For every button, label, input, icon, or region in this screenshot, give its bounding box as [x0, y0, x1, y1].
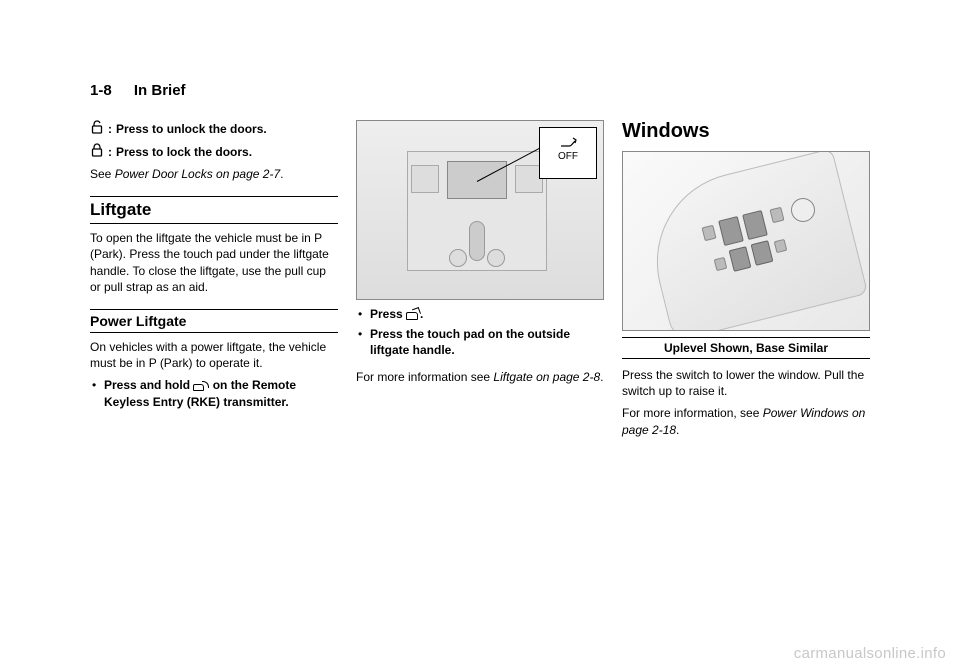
bullet-press-liftgate: Press .	[356, 306, 604, 322]
colon: :	[108, 145, 112, 159]
bullet-touchpad: Press the touch pad on the outside liftg…	[356, 326, 604, 358]
dash-cupholder-left	[449, 249, 467, 267]
dash-shifter	[469, 221, 485, 261]
colon: :	[108, 122, 112, 136]
more-pre: For more information, see	[622, 406, 763, 420]
see-liftgate: For more information see Liftgate on pag…	[356, 369, 604, 385]
column-1: : Press to unlock the doors. : Press to …	[90, 70, 338, 610]
see-link: Power Door Locks on page 2-7	[115, 167, 280, 181]
power-liftgate-para: On vehicles with a power liftgate, the v…	[90, 339, 338, 371]
see-suffix: .	[280, 167, 283, 181]
windows-para: Press the switch to lower the window. Pu…	[622, 367, 870, 399]
liftgate-remote-icon	[193, 381, 209, 391]
bullet-press-pre: Press	[370, 307, 406, 321]
column-2: OFF Press . Press the touch pad on the o…	[356, 70, 604, 610]
column-3: Windows Uplevel Shown, Base Similar Pres…	[622, 70, 870, 610]
bullet-rke: Press and hold on the Remote Keyless Ent…	[90, 377, 338, 409]
more-suf: .	[676, 423, 679, 437]
more-pre: For more information see	[356, 370, 493, 384]
lock-icon	[90, 143, 104, 160]
see-power-windows: For more information, see Power Windows …	[622, 405, 870, 437]
liftgate-open-icon	[540, 134, 596, 151]
callout-off-label: OFF	[558, 151, 578, 162]
unlock-icon	[90, 120, 104, 137]
more-link: Liftgate on page 2-8	[493, 370, 600, 384]
col1-bullets: Press and hold on the Remote Keyless Ent…	[90, 377, 338, 413]
liftgate-heading: Liftgate	[90, 200, 338, 220]
see-power-door-locks: See Power Door Locks on page 2-7.	[90, 166, 338, 182]
liftgate-para: To open the liftgate the vehicle must be…	[90, 230, 338, 295]
liftgate-switch-callout: OFF	[539, 127, 597, 179]
col2-bullets: Press . Press the touch pad on the outsi…	[356, 306, 604, 363]
unlock-line: : Press to unlock the doors.	[90, 120, 338, 137]
power-liftgate-heading: Power Liftgate	[90, 313, 338, 329]
more-suf: .	[600, 370, 603, 384]
windows-heading: Windows	[622, 120, 870, 143]
unlock-text: Press to unlock the doors.	[116, 122, 267, 136]
dash-vent-left	[411, 165, 439, 193]
figure-door-switches	[622, 151, 870, 331]
power-liftgate-heading-box: Power Liftgate	[90, 309, 338, 333]
see-prefix: See	[90, 167, 115, 181]
figure-dashboard: OFF	[356, 120, 604, 300]
lock-text: Press to lock the doors.	[116, 145, 252, 159]
liftgate-heading-box: Liftgate	[90, 196, 338, 224]
figure-caption: Uplevel Shown, Base Similar	[622, 337, 870, 359]
page-body: : Press to unlock the doors. : Press to …	[90, 70, 870, 610]
liftgate-button-icon	[406, 310, 420, 320]
door-armrest-panel	[638, 151, 868, 331]
bullet-press-post: .	[420, 307, 423, 321]
watermark: carmanualsonline.info	[794, 645, 946, 662]
dash-cupholder-right	[487, 249, 505, 267]
lock-line: : Press to lock the doors.	[90, 143, 338, 160]
bullet-rke-pre: Press and hold	[104, 378, 193, 392]
